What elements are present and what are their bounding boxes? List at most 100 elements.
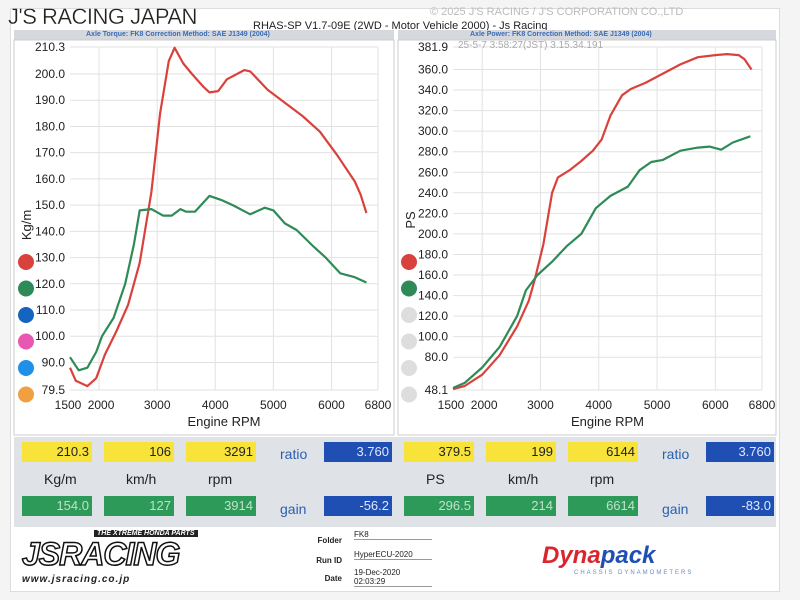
peak-value-2: 6144: [568, 442, 638, 462]
x-tick-label: 2000: [88, 398, 115, 412]
y-tick-label: 140.0: [418, 289, 448, 303]
y-axis-label: PS: [403, 211, 418, 229]
y-tick-label: 100.0: [35, 329, 65, 343]
y-tick-label: 110.0: [36, 303, 65, 317]
legend-dot: [18, 333, 34, 350]
y-tick-label: 90.0: [42, 355, 66, 369]
x-tick-label: 1500: [55, 398, 82, 412]
y-tick-label: 300.0: [418, 124, 448, 138]
y-axis-label: Kg/m: [19, 210, 34, 240]
legend-dot: [401, 333, 417, 350]
ratio-value: 3.760: [706, 442, 774, 462]
jsracing-logo: JSRACING: [21, 535, 181, 573]
y-tick-label: 180.0: [418, 247, 448, 261]
chart-panel: [397, 39, 777, 436]
runid-value: HyperECU-2020: [354, 550, 432, 560]
legend-dot: [401, 307, 417, 323]
chart-panel: [13, 39, 395, 436]
date-value: 19-Dec-2020 02:03:29: [354, 568, 432, 587]
legend-dot: [18, 254, 34, 270]
x-tick-label: 5000: [260, 398, 287, 412]
y-tick-label: 200.0: [35, 67, 65, 81]
gain-value: -83.0: [706, 496, 774, 516]
runid-label: Run ID: [316, 556, 342, 565]
unit-label-2: rpm: [208, 471, 233, 487]
legend-dot: [18, 307, 34, 323]
peak-value-1: 106: [104, 442, 174, 462]
x-tick-label: 6800: [365, 398, 392, 412]
run2-value-0: 154.0: [22, 496, 92, 516]
legend-dot: [18, 386, 34, 403]
y-tick-label: 100.0: [418, 330, 448, 344]
y-tick-label: 280.0: [418, 145, 448, 159]
y-tick-label: 210.3: [35, 40, 65, 54]
x-tick-label: 6000: [702, 398, 729, 412]
y-tick-label: 130.0: [35, 251, 65, 265]
timestamp: 25-5-7 3:58:27(JST) 3.15.34.191: [458, 40, 604, 51]
dynapack-logo-part1: Dyna: [542, 542, 601, 569]
ratio-label: ratio: [662, 446, 690, 462]
x-tick-label: 6000: [318, 398, 345, 412]
x-tick-label: 3000: [144, 398, 171, 412]
date-label: Date: [324, 574, 342, 583]
series-line-run-2: [69, 194, 367, 372]
legend-dot: [401, 280, 417, 297]
run-title: RHAS-SP V1.7-09E (2WD - Motor Vehicle 20…: [253, 20, 548, 32]
y-tick-label: 381.9: [418, 40, 448, 54]
peak-value-0: 210.3: [22, 442, 92, 462]
run2-value-0: 296.5: [404, 496, 474, 516]
legend-dot: [401, 386, 417, 403]
series-line-run-1: [68, 46, 368, 388]
series-line-run-2: [452, 135, 751, 390]
x-tick-label: 4000: [585, 398, 612, 412]
y-tick-label: 120.0: [418, 309, 448, 323]
legend-dot: [401, 254, 417, 270]
x-axis-label: Engine RPM: [571, 414, 644, 429]
gain-label: gain: [662, 501, 689, 517]
ratio-label: ratio: [280, 446, 308, 462]
website-url: www.jsracing.co.jp: [22, 574, 131, 585]
peak-value-2: 3291: [186, 442, 256, 462]
folder-value: FK8: [354, 530, 432, 540]
dynapack-subtitle: CHASSIS DYNAMOMETERS: [574, 570, 694, 576]
y-tick-label: 340.0: [418, 83, 448, 97]
y-tick-label: 120.0: [35, 277, 65, 291]
legend-dot: [18, 280, 34, 297]
dyno-charts: 1500 2000 3000 4000 5000 6000 6800 210.3 200.0 19…: [13, 39, 777, 436]
legend-dot: [18, 360, 34, 376]
run2-value-2: 6614: [568, 496, 638, 516]
y-tick-label: 190.0: [35, 93, 65, 107]
x-tick-label: 1500: [438, 398, 465, 412]
y-tick-label: 220.0: [418, 206, 448, 220]
y-tick-label: 200.0: [418, 227, 448, 241]
unit-label-1: km/h: [126, 471, 157, 487]
run2-value-1: 127: [104, 496, 174, 516]
y-tick-label: 80.0: [425, 350, 449, 364]
y-tick-label: 240.0: [418, 186, 448, 200]
logo-tagline: THE XTREME HONDA PARTS: [94, 530, 198, 537]
unit-label-2: rpm: [590, 471, 615, 487]
y-tick-label: 79.5: [42, 383, 66, 397]
x-tick-label: 5000: [644, 398, 671, 412]
right-subheader: Axle Power: FK8 Correction Method: SAE J…: [398, 30, 776, 40]
run2-value-1: 214: [486, 496, 556, 516]
x-tick-label: 2000: [471, 398, 498, 412]
unit-label-0: Kg/m: [44, 471, 77, 487]
y-tick-label: 180.0: [35, 119, 65, 133]
y-tick-label: 170.0: [35, 146, 65, 160]
y-tick-label: 320.0: [418, 104, 448, 118]
y-tick-label: 360.0: [418, 63, 448, 77]
gain-label: gain: [280, 501, 307, 517]
stats-panel: 210.3 Kg/m 154.0 106 km/h 127 3291 rpm 3914 ratio…: [14, 437, 776, 527]
y-tick-label: 260.0: [418, 165, 448, 179]
y-tick-label: 150.0: [35, 198, 65, 212]
run2-value-2: 3914: [186, 496, 256, 516]
dynapack-logo-part2: pack: [600, 542, 656, 569]
ratio-value: 3.760: [324, 442, 392, 462]
y-tick-label: 160.0: [35, 172, 65, 186]
brand-title: J'S RACING JAPAN: [8, 4, 198, 29]
x-tick-label: 4000: [202, 398, 229, 412]
peak-value-1: 199: [486, 442, 556, 462]
x-tick-label: 6800: [749, 398, 776, 412]
gain-value: -56.2: [324, 496, 392, 516]
